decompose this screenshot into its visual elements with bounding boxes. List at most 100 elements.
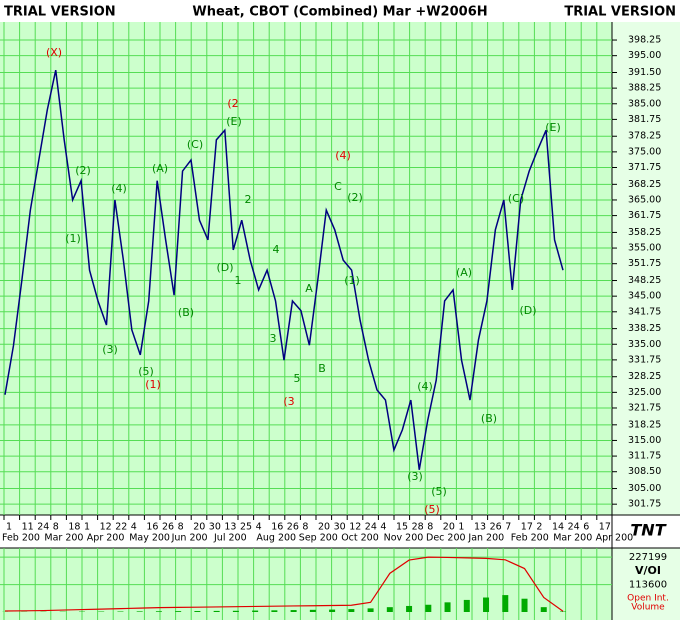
y-tick-label: 308.50 — [628, 466, 661, 477]
y-tick-label: 381.75 — [628, 114, 661, 125]
volume-bar — [329, 609, 336, 612]
wave-label: (4) — [417, 380, 433, 393]
wave-label: 3 — [270, 332, 277, 345]
y-tick-label: 341.75 — [628, 306, 661, 317]
x-tick-label: 20 — [443, 522, 455, 533]
volume-bar — [309, 609, 316, 612]
wave-label: (4) — [335, 149, 351, 162]
x-tick-label: 18 — [68, 522, 80, 533]
y-tick-label: 368.25 — [628, 179, 661, 190]
y-tick-label: 375.00 — [628, 146, 661, 157]
y-tick-label: 385.00 — [628, 98, 661, 109]
volume-bar — [232, 610, 239, 612]
x-tick-label: 4 — [131, 522, 137, 533]
y-tick-label: 321.75 — [628, 402, 661, 413]
volume-bar — [386, 607, 393, 612]
y-tick-label: 227199 — [629, 552, 667, 563]
y-tick-label: 311.75 — [628, 451, 661, 462]
date-axis-area — [0, 515, 680, 548]
month-label: Feb 200 — [2, 533, 40, 544]
chart-title: Wheat, CBOT (Combined) Mar +W2006H — [192, 5, 487, 20]
x-tick-label: 28 — [412, 522, 424, 533]
y-tick-label: 355.00 — [628, 243, 661, 254]
month-label: Feb 200 — [511, 533, 549, 544]
watermark: TRIAL VERSION — [564, 5, 676, 20]
month-label: Jul 200 — [213, 533, 247, 544]
month-label: Sep 200 — [299, 533, 338, 544]
wave-label: (X) — [46, 46, 62, 59]
wave-label: (3 — [283, 395, 294, 408]
wave-label: (C) — [508, 192, 524, 205]
wave-label: (B) — [481, 412, 497, 425]
legend-entry: Open Int. — [627, 594, 669, 604]
y-tick-label: 328.25 — [628, 371, 661, 382]
x-tick-label: 1 — [6, 522, 12, 533]
x-tick-label: 17 — [599, 522, 611, 533]
y-tick-label: 371.75 — [628, 162, 661, 173]
wave-label: (5) — [424, 503, 440, 516]
x-tick-label: 8 — [427, 522, 433, 533]
y-tick-label: 361.75 — [628, 210, 661, 221]
y-tick-label: 388.25 — [628, 83, 661, 94]
month-label: Nov 200 — [384, 533, 424, 544]
y-tick-label: 318.25 — [628, 419, 661, 430]
volume-bar — [155, 611, 162, 612]
x-tick-label: 12 — [100, 522, 112, 533]
x-tick-label: 15 — [396, 522, 408, 533]
x-tick-label: 1 — [84, 522, 90, 533]
volume-panel — [0, 548, 612, 620]
y-tick-label: 338.25 — [628, 323, 661, 334]
month-label: Dec 200 — [426, 533, 466, 544]
wave-label: (E) — [545, 121, 561, 134]
y-tick-label: 365.00 — [628, 194, 661, 205]
x-tick-label: 30 — [209, 522, 221, 533]
wave-label: (3) — [102, 343, 118, 356]
x-tick-label: 6 — [583, 522, 589, 533]
x-tick-label: 26 — [490, 522, 502, 533]
month-label: Jun 200 — [171, 533, 208, 544]
x-tick-label: 12 — [349, 522, 361, 533]
month-label: Jan 200 — [467, 533, 504, 544]
x-tick-label: 8 — [53, 522, 59, 533]
x-tick-label: 26 — [287, 522, 299, 533]
month-label: Apr 200 — [596, 533, 634, 544]
wave-label: 2 — [245, 193, 252, 206]
x-tick-label: 7 — [505, 522, 511, 533]
y-tick-label: 345.00 — [628, 291, 661, 302]
wave-label: (A) — [456, 266, 472, 279]
volume-bar — [348, 609, 355, 612]
x-tick-label: 4 — [256, 522, 262, 533]
x-tick-label: 2 — [536, 522, 542, 533]
volume-bar — [290, 610, 297, 612]
volume-bar — [463, 599, 470, 612]
y-tick-label: 315.00 — [628, 435, 661, 446]
wave-label: (3) — [407, 470, 423, 483]
y-tick-label: 351.75 — [628, 258, 661, 269]
x-tick-label: 4 — [380, 522, 386, 533]
volume-bar — [502, 595, 509, 612]
month-label: Mar 200 — [44, 533, 83, 544]
y-tick-label: 305.00 — [628, 483, 661, 494]
y-tick-label: 113600 — [629, 580, 667, 591]
price-axis-area — [612, 22, 680, 515]
open-interest-line — [4, 556, 564, 612]
x-tick-label: 17 — [521, 522, 533, 533]
wave-label: (C) — [187, 138, 203, 151]
x-tick-label: 25 — [240, 522, 252, 533]
wave-label: A — [305, 282, 313, 295]
x-tick-label: 11 — [22, 522, 34, 533]
volume-bar — [425, 604, 432, 612]
x-tick-label: 8 — [302, 522, 308, 533]
wave-label: 1 — [235, 274, 242, 287]
volume-bar — [406, 605, 413, 612]
x-tick-label: 13 — [474, 522, 486, 533]
wave-label: (2) — [347, 191, 363, 204]
wave-label: (5) — [431, 485, 447, 498]
x-tick-label: 1 — [458, 522, 464, 533]
wave-label: B — [318, 362, 326, 375]
wave-label: (5) — [138, 365, 154, 378]
wave-label: 4 — [273, 243, 280, 256]
plot-area — [0, 22, 612, 515]
x-tick-label: 22 — [115, 522, 127, 533]
